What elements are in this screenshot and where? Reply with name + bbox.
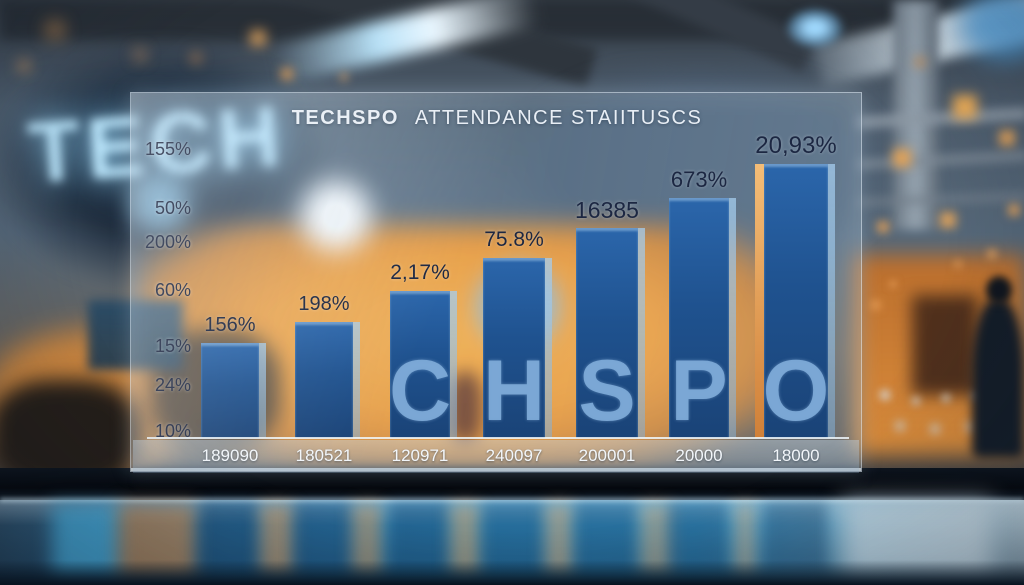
panel-shadow: [140, 470, 860, 484]
truss-beam: [857, 150, 1024, 170]
bar-value-label: 156%: [204, 314, 256, 336]
doorway: [912, 295, 978, 395]
watermark-letter: H: [482, 343, 546, 439]
x-axis-label: 120971: [391, 446, 449, 465]
y-axis-label: 200%: [144, 232, 191, 252]
bar-value-label: 198%: [298, 293, 350, 315]
watermark-letter: O: [762, 343, 830, 439]
y-axis-label: 155%: [144, 139, 191, 159]
watermark-letter: P: [670, 343, 728, 439]
x-axis-label: 180521: [295, 446, 353, 465]
chart-bar: [483, 258, 552, 438]
y-axis-label: 24%: [154, 375, 191, 395]
x-axis-label: 18000: [772, 446, 820, 465]
person-silhouette: [986, 276, 1012, 304]
chart-title: TECHSPO ATTENDANCE STAIITUSCS: [131, 107, 863, 133]
bar-value-label: 673%: [670, 167, 728, 192]
y-axis-label: 60%: [154, 280, 191, 300]
bar-value-label: 75.8%: [484, 228, 544, 251]
y-axis-label: 15%: [154, 336, 191, 356]
desk-vignette: [0, 560, 1024, 585]
x-axis-label: 189090: [201, 446, 259, 465]
x-axis-line: [147, 437, 849, 439]
bar-value-label: 16385: [575, 197, 639, 223]
y-axis-label: 10%: [154, 421, 191, 441]
truss-beam: [857, 107, 1024, 129]
chart-title-brand: TECHSPO: [291, 107, 399, 129]
x-axis-label: 200001: [578, 446, 636, 465]
x-axis-band: [133, 440, 859, 473]
chart-bar: [390, 291, 457, 438]
person-silhouette: [972, 298, 1024, 458]
watermark-letter: C: [388, 343, 452, 439]
chart-bar: [669, 198, 736, 438]
x-axis-label: 20000: [675, 446, 723, 465]
chart-title-rest: ATTENDANCE STAIITUSCS: [414, 107, 703, 129]
attendance-chart-panel: TECHSPO ATTENDANCE STAIITUSCS 155% 50% 200…: [130, 92, 863, 473]
blue-ceiling-light: [786, 8, 844, 48]
truss-beam: [857, 192, 1024, 207]
desk-highlight: [0, 498, 1024, 502]
chart-bar: [295, 322, 360, 438]
x-axis-label: 240097: [485, 446, 543, 465]
watermark-letter: S: [578, 343, 636, 439]
bar-value-label: 2,17%: [390, 261, 450, 284]
chart-bar: [755, 164, 835, 438]
chart-bar: [201, 343, 266, 438]
bar-value-label: 20,93%: [755, 132, 837, 159]
y-axis-label: 50%: [154, 198, 191, 218]
reflection-stripe: [735, 504, 755, 576]
chart-bar: [576, 228, 645, 438]
